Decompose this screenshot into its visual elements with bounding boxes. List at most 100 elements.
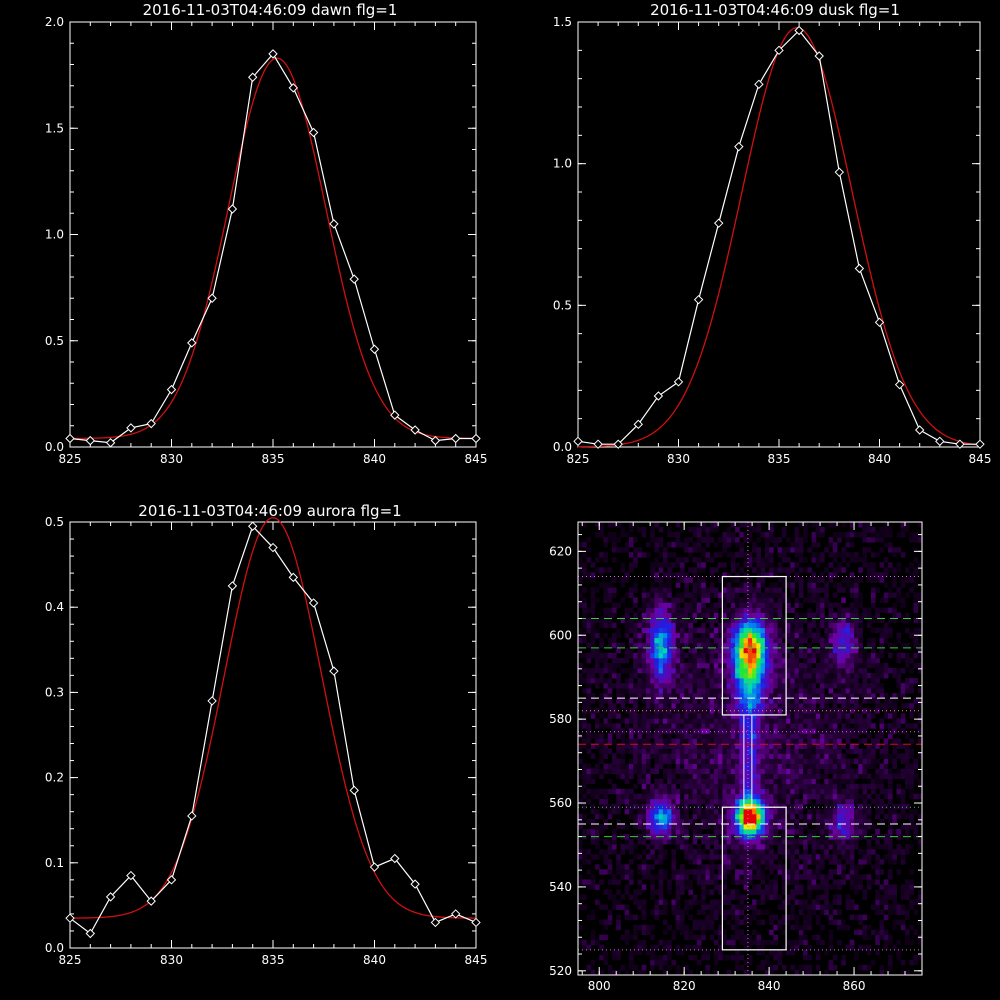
heatmap-cell bbox=[756, 662, 761, 669]
heatmap-cell bbox=[815, 698, 821, 704]
heatmap-cell bbox=[709, 657, 715, 664]
heatmap-cell bbox=[578, 874, 583, 880]
heatmap-cell bbox=[752, 592, 757, 598]
heatmap-cell bbox=[612, 668, 617, 674]
heatmap-cell bbox=[696, 854, 702, 860]
heatmap-cell bbox=[679, 718, 685, 724]
heatmap-cell bbox=[675, 879, 681, 885]
heatmap-cell bbox=[688, 944, 693, 951]
heatmap-cell bbox=[879, 808, 885, 815]
heatmap-cell bbox=[624, 793, 630, 800]
heatmap-cell bbox=[650, 803, 655, 810]
heatmap-cell bbox=[735, 879, 740, 885]
heatmap-cell bbox=[629, 627, 634, 634]
heatmap-cell bbox=[718, 834, 723, 840]
data-point bbox=[146, 896, 156, 906]
heatmap-cell bbox=[705, 617, 710, 623]
heatmap-cell bbox=[862, 552, 868, 558]
heatmap-cell bbox=[671, 622, 676, 629]
heatmap-cell bbox=[862, 688, 868, 694]
heatmap-cell bbox=[824, 889, 829, 895]
heatmap-cell bbox=[705, 637, 710, 644]
heatmap-cell bbox=[832, 824, 838, 830]
heatmap-cell bbox=[875, 949, 880, 956]
data-point bbox=[814, 51, 824, 61]
heatmap-cell bbox=[722, 773, 727, 780]
heatmap-cell bbox=[688, 647, 693, 654]
heatmap-cell bbox=[620, 683, 626, 689]
heatmap-cell bbox=[747, 673, 753, 679]
heatmap-cell bbox=[688, 879, 693, 885]
heatmap-cell bbox=[718, 829, 723, 835]
heatmap-cell bbox=[654, 602, 659, 608]
heatmap-cell bbox=[688, 778, 693, 785]
heatmap-cell bbox=[718, 874, 723, 880]
heatmap-cell bbox=[692, 713, 698, 719]
heatmap-cell bbox=[824, 803, 829, 810]
heatmap-cell bbox=[747, 904, 753, 910]
heatmap-cell bbox=[773, 879, 778, 885]
heatmap-cell bbox=[781, 869, 787, 875]
heatmap-cell bbox=[811, 753, 817, 759]
heatmap-cell bbox=[654, 854, 659, 860]
heatmap-cell bbox=[688, 728, 693, 734]
heatmap-cell bbox=[845, 552, 851, 558]
heatmap-cell bbox=[629, 859, 634, 865]
heatmap-cell bbox=[803, 869, 808, 875]
heatmap-cell bbox=[658, 869, 664, 875]
heatmap-cell bbox=[637, 803, 643, 810]
heatmap-cell bbox=[654, 733, 659, 739]
heatmap-cell bbox=[769, 763, 774, 769]
heatmap-cell bbox=[730, 829, 736, 835]
heatmap-cell bbox=[803, 803, 808, 810]
heatmap-cell bbox=[633, 582, 638, 588]
heatmap-cell bbox=[705, 869, 710, 875]
heatmap-cell bbox=[828, 884, 834, 890]
heatmap-cell bbox=[667, 597, 672, 603]
heatmap-cell bbox=[705, 819, 710, 825]
heatmap-cell bbox=[828, 819, 834, 825]
heatmap-cell bbox=[590, 592, 596, 598]
heatmap-cell bbox=[603, 889, 609, 895]
heatmap-cell bbox=[862, 673, 868, 679]
heatmap-cell bbox=[845, 637, 851, 644]
heatmap-cell bbox=[692, 698, 698, 704]
heatmap-cell bbox=[824, 547, 829, 553]
heatmap-cell bbox=[654, 542, 659, 548]
heatmap-cell bbox=[684, 698, 689, 704]
heatmap-cell bbox=[662, 723, 668, 729]
heatmap-cell bbox=[743, 798, 749, 805]
heatmap-cell bbox=[692, 733, 698, 739]
heatmap-cell bbox=[773, 698, 778, 704]
heatmap-cell bbox=[794, 627, 800, 634]
heatmap-cell bbox=[832, 753, 838, 759]
heatmap-cell bbox=[662, 793, 668, 800]
heatmap-cell bbox=[675, 924, 681, 931]
heatmap-cell bbox=[662, 668, 668, 674]
heatmap-cell bbox=[798, 637, 804, 644]
heatmap-cell bbox=[616, 919, 621, 925]
heatmap-cell bbox=[756, 668, 761, 674]
heatmap-cell bbox=[790, 778, 795, 785]
heatmap-cell bbox=[756, 582, 761, 588]
heatmap-cell bbox=[781, 592, 787, 598]
heatmap-cell bbox=[709, 607, 715, 613]
heatmap-cell bbox=[641, 904, 647, 910]
heatmap-cell bbox=[709, 567, 715, 573]
heatmap-cell bbox=[595, 627, 600, 634]
heatmap-cell bbox=[620, 964, 626, 971]
heatmap-cell bbox=[603, 607, 609, 613]
heatmap-cell bbox=[769, 949, 774, 956]
heatmap-cell bbox=[586, 859, 592, 865]
heatmap-cell bbox=[866, 934, 872, 941]
heatmap-cell bbox=[871, 834, 876, 840]
heatmap-cell bbox=[667, 582, 672, 588]
heatmap-cell bbox=[662, 788, 668, 795]
heatmap-cell bbox=[713, 647, 719, 654]
heatmap-cell bbox=[679, 844, 685, 850]
heatmap-cell bbox=[790, 798, 795, 805]
heatmap-cell bbox=[807, 743, 812, 749]
heatmap-cell bbox=[658, 622, 664, 629]
heatmap-cell bbox=[781, 864, 787, 870]
